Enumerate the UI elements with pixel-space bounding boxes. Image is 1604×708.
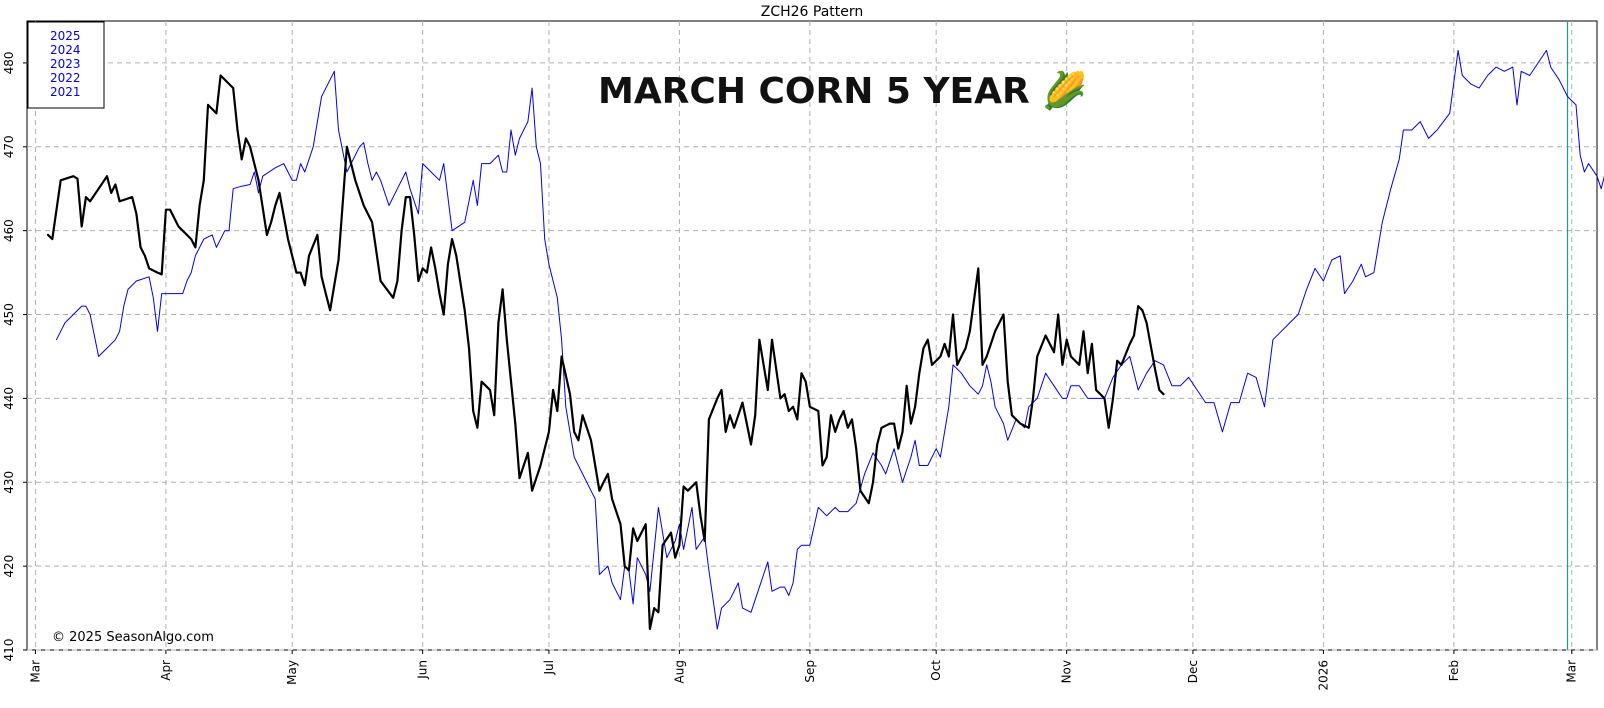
legend-item-2023: 2023 — [50, 57, 81, 71]
x-axis: Mar Apr May Jun Jul Aug Sep Oct Nov Dec 2026 Feb Mar — [28, 650, 1579, 691]
y-tick-label: 420 — [2, 555, 16, 578]
x-tick-label: Feb — [1447, 660, 1461, 681]
y-tick-label: 410 — [2, 639, 16, 662]
y-axis: 410 420 430 440 450 460 470 480 — [2, 51, 27, 661]
grid — [27, 21, 1597, 651]
y-tick-label: 460 — [2, 219, 16, 242]
y-tick-label: 430 — [2, 471, 16, 494]
x-tick-label: Jul — [542, 660, 556, 675]
legend-item-2022: 2022 — [50, 71, 81, 85]
series-line-2025 — [46, 74, 1165, 631]
x-tick-label: Mar — [28, 660, 42, 683]
x-tick-label: 2026 — [1316, 660, 1330, 691]
x-tick-label: May — [285, 660, 299, 685]
x-tick-label: Mar — [1565, 660, 1579, 683]
y-tick-label: 470 — [2, 135, 16, 158]
y-tick-label: 480 — [2, 51, 16, 74]
x-tick-label: Apr — [159, 660, 173, 681]
legend-box — [27, 21, 105, 109]
x-tick-label: Oct — [929, 660, 943, 681]
plot-frame — [26, 20, 1598, 651]
x-tick-label: Sep — [803, 660, 817, 683]
x-tick-label: Jun — [416, 660, 430, 680]
legend-item-2024: 2024 — [50, 43, 81, 57]
legend-item-2021: 2021 — [50, 85, 81, 99]
series-line-pattern — [56, 49, 1604, 630]
chart-title: ZCH26 Pattern — [761, 4, 864, 20]
series-lines — [46, 49, 1604, 631]
copyright-text: © 2025 SeasonAlgo.com — [52, 630, 214, 645]
y-tick-label: 450 — [2, 303, 16, 326]
legend: 2025 2024 2023 2022 2021 — [27, 21, 105, 109]
x-tick-label: Dec — [1186, 660, 1200, 683]
overlay-title: MARCH CORN 5 YEAR 🌽 — [598, 69, 1087, 112]
x-tick-label: Aug — [672, 660, 686, 683]
y-tick-label: 440 — [2, 387, 16, 410]
legend-item-2025: 2025 — [50, 29, 81, 43]
x-tick-label: Nov — [1060, 660, 1074, 683]
